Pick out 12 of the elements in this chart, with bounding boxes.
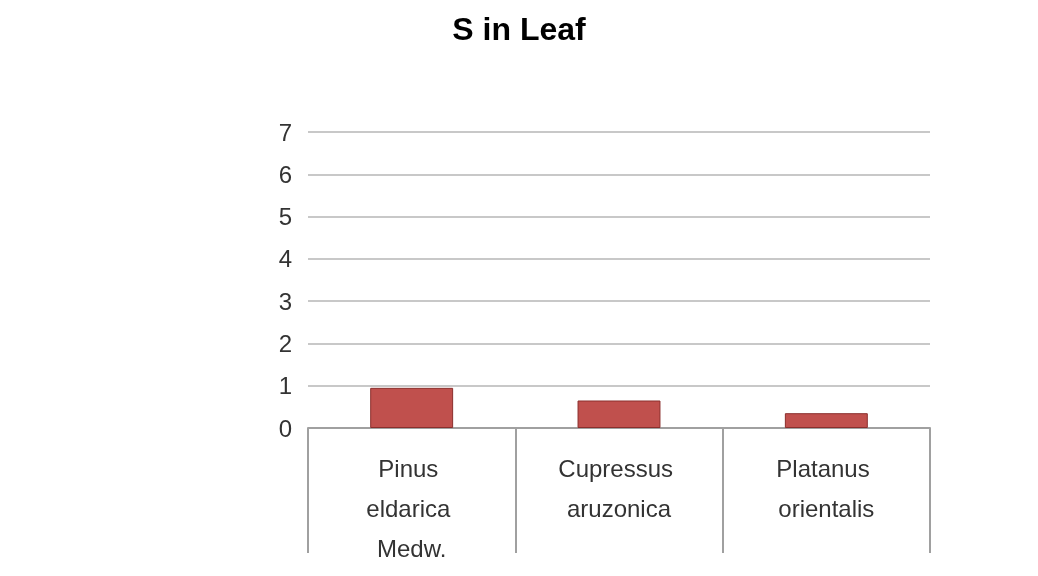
y-tick-label: 5	[278, 203, 292, 231]
y-tick-label: 3	[278, 287, 292, 315]
y-tick-label: 7	[278, 118, 292, 146]
x-tick-label: Cupressus aruzonica	[558, 454, 680, 522]
y-tick-label: 4	[278, 245, 292, 273]
y-tick-label: 1	[278, 372, 292, 400]
x-tick-label: Platanus orientalis	[776, 454, 877, 522]
chart-title: S in Leaf	[452, 11, 587, 47]
y-tick-label: 6	[278, 160, 292, 188]
y-tick-label: 2	[278, 329, 292, 357]
x-tick-label: Pinus eldarica Medw.	[366, 454, 458, 562]
y-tick-label: 0	[278, 414, 292, 442]
